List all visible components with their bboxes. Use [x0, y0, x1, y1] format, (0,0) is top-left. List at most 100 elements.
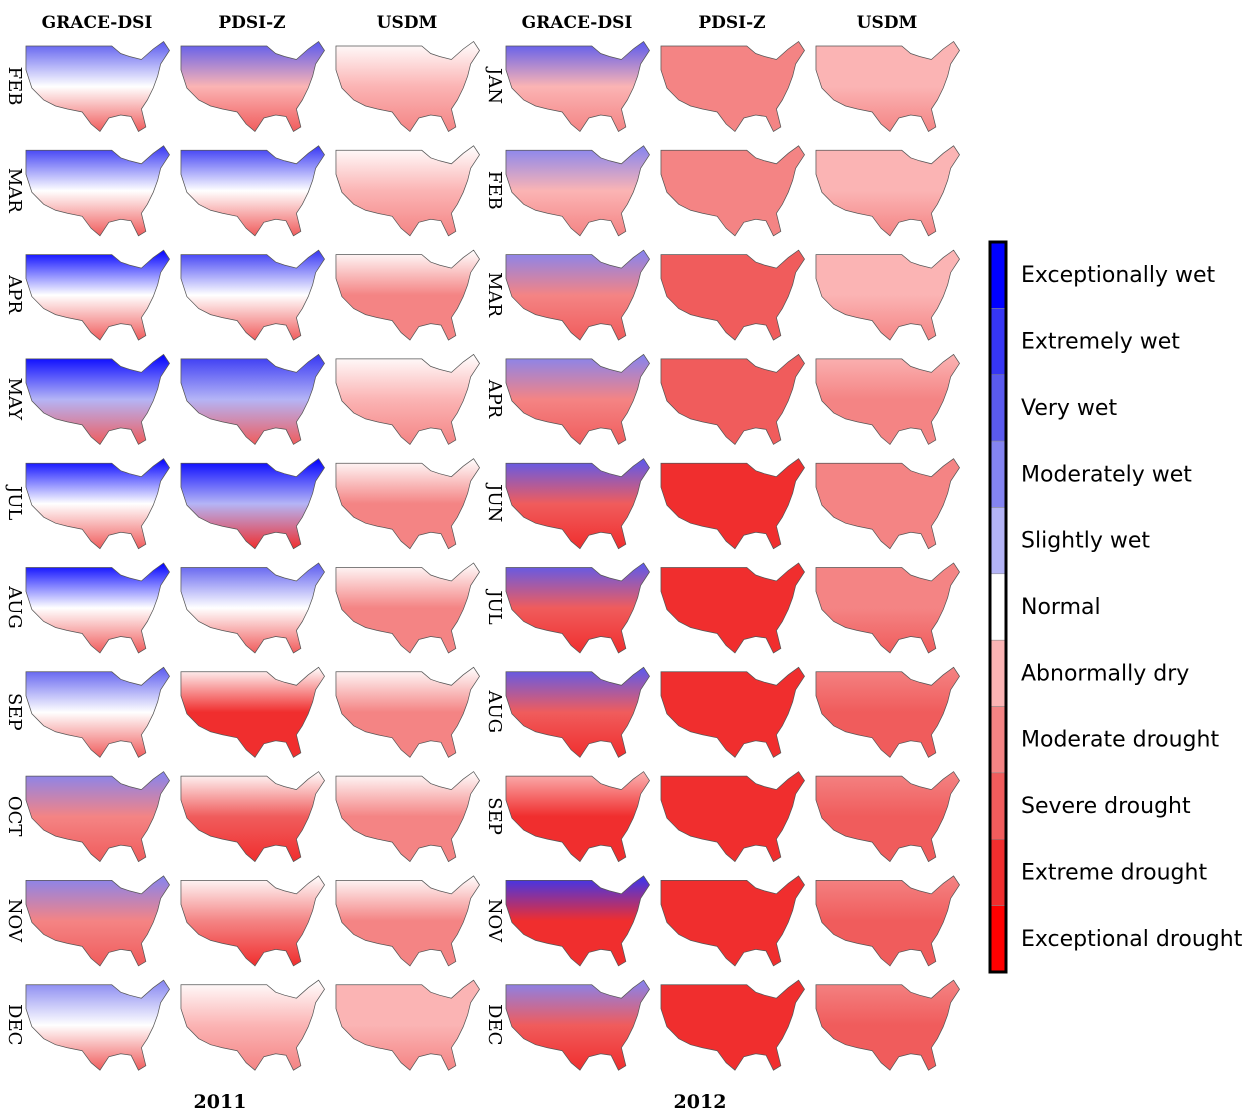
map-panel	[661, 250, 805, 340]
map-panel	[506, 876, 650, 966]
us-map	[181, 459, 325, 549]
legend-label: Severe drought	[1021, 794, 1191, 819]
legend-label: Very wet	[1021, 396, 1117, 421]
month-label: SEP	[4, 693, 25, 731]
map-panel	[816, 772, 960, 862]
month-label: APR	[484, 379, 505, 419]
map-panel	[816, 146, 960, 236]
map-panel	[816, 876, 960, 966]
legend-label: Abnormally dry	[1021, 661, 1189, 686]
us-map	[661, 42, 805, 132]
legend-swatch	[990, 375, 1006, 441]
map-panel	[506, 42, 650, 132]
map-panel	[816, 459, 960, 549]
us-map	[816, 772, 960, 862]
us-map	[181, 42, 325, 132]
us-map	[181, 354, 325, 444]
us-map	[336, 876, 480, 966]
us-map	[506, 146, 650, 236]
us-map	[506, 250, 650, 340]
us-map	[506, 772, 650, 862]
us-map	[336, 354, 480, 444]
legend-swatch	[990, 242, 1006, 308]
us-map	[26, 42, 170, 132]
legend-swatch	[990, 308, 1006, 374]
map-panel	[181, 146, 325, 236]
column-header: PDSI-Z	[218, 13, 285, 33]
map-panel	[661, 667, 805, 757]
us-map	[661, 876, 805, 966]
map-panel	[26, 354, 170, 444]
map-panel	[336, 354, 480, 444]
map-panel	[506, 772, 650, 862]
month-label: MAR	[4, 168, 25, 213]
us-map	[336, 250, 480, 340]
us-map	[661, 980, 805, 1070]
us-map	[336, 563, 480, 653]
month-label: JUL	[484, 588, 505, 624]
month-label: APR	[4, 274, 25, 314]
month-label: NOV	[484, 899, 505, 943]
us-map	[506, 354, 650, 444]
map-panel	[26, 250, 170, 340]
us-map	[181, 250, 325, 340]
us-map	[336, 146, 480, 236]
map-panel	[336, 250, 480, 340]
figure: GRACE-DSIPDSI-ZUSDM2011FEBMARAPRMAYJULAU…	[0, 0, 1252, 1113]
column-header: GRACE-DSI	[522, 13, 633, 33]
month-label: MAY	[4, 378, 25, 422]
us-map	[661, 354, 805, 444]
us-map	[661, 250, 805, 340]
column-header: USDM	[377, 13, 438, 33]
legend-swatch	[990, 906, 1006, 972]
map-panel	[26, 772, 170, 862]
us-map	[181, 772, 325, 862]
us-map	[506, 667, 650, 757]
map-panel	[181, 459, 325, 549]
map-panel	[661, 459, 805, 549]
us-map	[816, 980, 960, 1070]
column-header: PDSI-Z	[698, 13, 765, 33]
map-panel	[661, 980, 805, 1070]
map-panel	[336, 146, 480, 236]
map-panel	[506, 146, 650, 236]
map-panel	[661, 42, 805, 132]
map-panel	[181, 980, 325, 1070]
map-panel	[661, 772, 805, 862]
legend-swatch	[990, 574, 1006, 640]
year-label: 2011	[194, 1091, 247, 1113]
us-map	[336, 667, 480, 757]
us-map	[506, 980, 650, 1070]
map-panel	[661, 563, 805, 653]
map-panel	[181, 667, 325, 757]
map-panel	[181, 563, 325, 653]
us-map	[336, 42, 480, 132]
us-map	[506, 42, 650, 132]
map-panel	[816, 563, 960, 653]
legend-swatch	[990, 773, 1006, 839]
legend-label: Extreme drought	[1021, 860, 1207, 885]
map-panel	[26, 146, 170, 236]
map-panel	[336, 667, 480, 757]
legend-label: Slightly wet	[1021, 529, 1150, 554]
legend-swatch	[990, 640, 1006, 706]
column-header: USDM	[857, 13, 918, 33]
map-panel	[26, 980, 170, 1070]
legend-label: Moderately wet	[1021, 462, 1192, 487]
legend-label: Extremely wet	[1021, 330, 1180, 355]
map-panel	[181, 772, 325, 862]
column-header: GRACE-DSI	[42, 13, 153, 33]
legend-label: Exceptional drought	[1021, 927, 1243, 952]
map-panel	[816, 980, 960, 1070]
year-label: 2012	[674, 1091, 727, 1113]
month-label: JAN	[484, 66, 505, 104]
us-map	[26, 876, 170, 966]
us-map	[816, 42, 960, 132]
map-panel	[661, 146, 805, 236]
us-map	[26, 772, 170, 862]
map-panel	[661, 354, 805, 444]
us-map	[661, 146, 805, 236]
map-panel	[336, 772, 480, 862]
map-panel	[181, 250, 325, 340]
us-map	[336, 772, 480, 862]
